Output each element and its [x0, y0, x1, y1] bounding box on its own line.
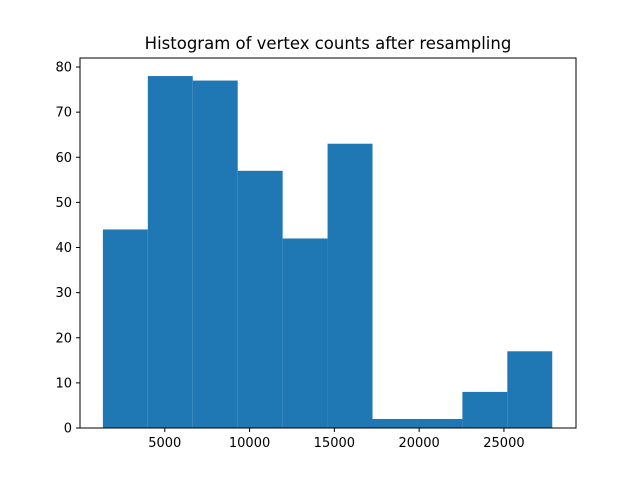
- histogram-bar: [462, 391, 508, 428]
- x-tick-label: 25000: [483, 436, 524, 451]
- y-tick-label: 80: [55, 61, 72, 76]
- bars-group: [102, 76, 553, 429]
- x-axis: 5000 10000 15000 20000 25000: [148, 428, 525, 451]
- x-tick-label: 20000: [398, 436, 439, 451]
- x-tick-label: 5000: [148, 436, 181, 451]
- y-tick-label: 60: [55, 151, 72, 166]
- y-tick-label: 40: [55, 241, 72, 256]
- x-tick-label: 15000: [314, 436, 355, 451]
- plot-frame: [79, 57, 577, 429]
- histogram-bar: [237, 170, 283, 428]
- histogram-bar: [372, 418, 418, 428]
- chart-title: Histogram of vertex counts after resampl…: [145, 34, 512, 53]
- y-axis: 0 10 20 30 40 50 60 70 80: [55, 61, 80, 437]
- y-tick-label: 30: [55, 286, 72, 301]
- histogram-bar: [147, 76, 193, 429]
- y-tick-label: 50: [55, 196, 72, 211]
- histogram-bar: [417, 418, 463, 428]
- histogram-bar: [282, 238, 328, 428]
- histogram-bar: [327, 143, 373, 429]
- x-tick-label: 10000: [229, 436, 270, 451]
- y-tick-label: 70: [55, 106, 72, 121]
- histogram-bar: [102, 229, 148, 428]
- histogram-bar: [192, 80, 238, 428]
- histogram-bar: [507, 351, 553, 428]
- y-tick-label: 20: [55, 331, 72, 346]
- y-tick-label: 0: [64, 422, 72, 437]
- y-tick-label: 10: [55, 376, 72, 391]
